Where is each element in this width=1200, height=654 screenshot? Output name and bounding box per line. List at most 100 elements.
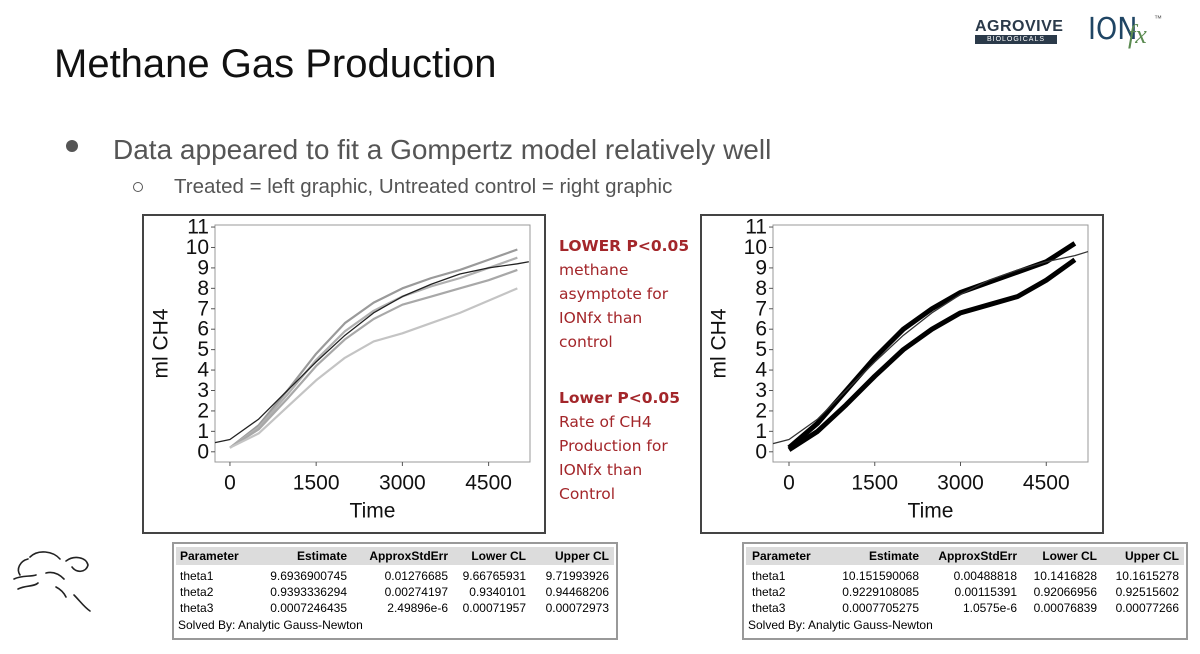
- data-line: [229, 268, 518, 449]
- table-cell: 0.00077266: [1115, 601, 1179, 615]
- table-cell: 0.9340101: [469, 585, 526, 599]
- data-line: [229, 256, 518, 449]
- table-header-cell: Upper CL: [1125, 549, 1179, 563]
- y-tick-label: 8: [197, 277, 209, 300]
- y-tick-label: 9: [197, 256, 209, 279]
- table-cell: theta1: [180, 569, 214, 583]
- table-cell: 0.94468206: [545, 585, 609, 599]
- x-tick-label: 1500: [293, 472, 340, 495]
- y-tick-label: 6: [755, 318, 767, 341]
- x-tick-label: 4500: [1023, 472, 1070, 495]
- y-tick-label: 8: [755, 277, 767, 300]
- table-header-cell: Estimate: [868, 549, 919, 563]
- table-header-bg: [176, 547, 614, 565]
- table-cell: 10.151590068: [842, 569, 919, 583]
- y-tick-label: 2: [197, 399, 209, 422]
- y-tick-label: 7: [755, 297, 767, 320]
- y-tick-label: 11: [745, 216, 767, 239]
- table-footer: Solved By: Analytic Gauss-Newton: [178, 618, 363, 632]
- y-tick-label: 0: [755, 440, 767, 463]
- data-line: [787, 241, 1077, 450]
- y-tick-label: 10: [186, 236, 209, 259]
- x-axis-label: Time: [350, 500, 396, 523]
- table-cell: 0.00488818: [953, 569, 1017, 583]
- x-tick-label: 4500: [465, 472, 512, 495]
- table-cell: 0.00274197: [384, 585, 448, 599]
- y-tick-label: 10: [744, 236, 767, 259]
- x-tick-label: 0: [783, 472, 795, 495]
- y-tick-label: 6: [197, 318, 209, 341]
- x-tick-label: 1500: [851, 472, 898, 495]
- parameter-table: Parameter Estimate ApproxStdErr Lower CL Upp…: [172, 542, 618, 640]
- data-line: [229, 248, 518, 449]
- annotation-line: IONfx than: [559, 461, 643, 479]
- annotation: LOWER P<0.05 methane asymptote for IONfx…: [559, 234, 689, 354]
- table-cell: 9.66765931: [462, 569, 526, 583]
- bullet: [66, 140, 78, 152]
- table-cell: theta3: [180, 601, 214, 615]
- y-tick-label: 4: [197, 359, 209, 382]
- annotation-line: control: [559, 333, 613, 351]
- plot-frame: [772, 224, 1089, 463]
- data-line: [229, 287, 518, 449]
- y-tick-label: 11: [187, 216, 209, 239]
- table-cell: 0.00115391: [954, 585, 1017, 599]
- logo-text: ™: [1154, 14, 1162, 23]
- table-cell: 10.1416828: [1033, 569, 1097, 583]
- table-cell: theta3: [752, 601, 786, 615]
- y-tick-label: 9: [755, 256, 767, 279]
- y-tick-label: 3: [197, 379, 209, 402]
- y-tick-label: 5: [197, 338, 209, 361]
- x-tick-label: 3000: [379, 472, 426, 495]
- logo-text: fx: [1128, 20, 1147, 49]
- y-tick-label: 2: [755, 399, 767, 422]
- table-cell: 0.9229108085: [842, 585, 919, 599]
- table-header-cell: Parameter: [752, 549, 811, 563]
- annotation: Lower P<0.05 Rate of CH4 Production for …: [559, 386, 680, 506]
- table-cell: 0.92066956: [1033, 585, 1097, 599]
- bullet-text: Data appeared to fit a Gompertz model re…: [113, 134, 772, 165]
- logo-text: ION: [1088, 12, 1138, 47]
- x-tick-label: 0: [224, 472, 236, 495]
- annotation-heading: LOWER P<0.05: [559, 237, 690, 255]
- y-axis-label: ml CH4: [708, 308, 731, 378]
- fit-line: [772, 250, 1089, 445]
- logo-subtext: BIOLOGICALS: [975, 35, 1057, 44]
- table-header-cell: Lower CL: [471, 549, 526, 563]
- table-header-cell: Parameter: [180, 549, 239, 563]
- y-axis-label: ml CH4: [150, 308, 173, 378]
- annotation-line: asymptote for: [559, 285, 669, 303]
- table-cell: 1.0575e-6: [962, 601, 1017, 615]
- data-line: [787, 257, 1077, 452]
- parameter-table: Parameter Estimate ApproxStdErr Lower CL Upp…: [742, 542, 1188, 640]
- chart-frame: [142, 214, 546, 534]
- sheep-icon: [13, 551, 91, 612]
- y-tick-label: 3: [755, 379, 767, 402]
- table-cell: 0.00076839: [1033, 601, 1097, 615]
- y-tick-label: 7: [197, 297, 209, 320]
- table-cell: 0.00071957: [462, 601, 526, 615]
- y-tick-label: 1: [197, 420, 209, 443]
- table-cell: 9.71993926: [545, 569, 609, 583]
- table-cell: theta2: [752, 585, 786, 599]
- annotation-line: Control: [559, 485, 616, 503]
- table-header-bg: [746, 547, 1184, 565]
- slide-title: Methane Gas Production: [54, 42, 497, 86]
- plot-frame: [214, 224, 531, 463]
- fit-line: [214, 261, 529, 444]
- table-cell: theta2: [180, 585, 214, 599]
- table-cell: 0.0007705275: [842, 601, 919, 615]
- table-header-cell: ApproxStdErr: [938, 549, 1017, 563]
- annotation-heading: Lower P<0.05: [559, 389, 680, 407]
- x-tick-label: 3000: [937, 472, 984, 495]
- y-tick-label: 0: [197, 440, 209, 463]
- table-cell: 0.0007246435: [270, 601, 347, 615]
- sub-bullet-text: Treated = left graphic, Untreated contro…: [174, 175, 673, 198]
- table-footer: Solved By: Analytic Gauss-Newton: [748, 618, 933, 632]
- annotation-line: methane: [559, 261, 629, 279]
- table-cell: 9.6936900745: [270, 569, 347, 583]
- table-header-cell: ApproxStdErr: [369, 549, 448, 563]
